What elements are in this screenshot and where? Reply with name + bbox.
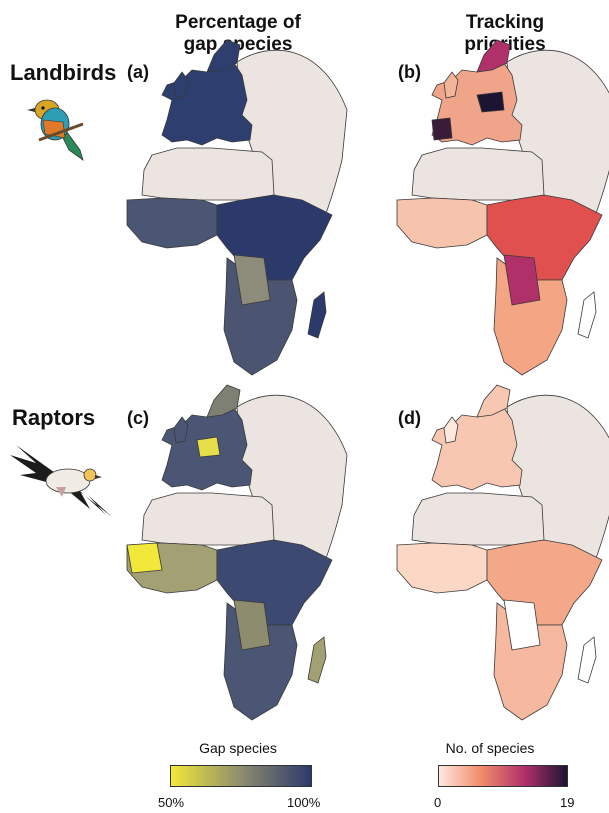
row-title-raptors: Raptors [12,405,96,430]
map-d-central-region [503,599,541,651]
legend-gap-colorbar [170,765,312,787]
legend-gap-title: Gap species [199,740,277,756]
map-c-central-region [233,599,271,651]
map-d-europe [431,407,523,491]
map-a-central-region [233,254,271,306]
legend-species-title: No. of species [445,740,535,756]
legend-species-min: 0 [434,795,442,810]
legend-gap-max: 100% [287,795,321,810]
map-b-central-region [503,254,541,306]
vulture-illustration [10,445,112,517]
legend-species-colorbar [438,765,568,787]
row-title-landbirds: Landbirds [10,60,117,85]
map-d-north-africa [411,492,545,546]
map-d-west-africa [396,542,488,594]
panel-label-b: (b) [398,62,421,82]
bee-eater-illustration [27,99,84,162]
map-c-sahel-high [126,542,163,574]
legend-species-max: 19 [560,795,575,810]
legend-gap-min: 50% [158,795,185,810]
panel-label-d: (d) [398,408,421,428]
map-c-central-europe [196,436,221,458]
map-d-madagascar [577,636,597,684]
map-b-iberia [431,117,453,141]
panel-label-a: (a) [127,62,149,82]
panel-label-c: (c) [127,408,149,428]
map-b-central-europe-high [476,91,505,113]
